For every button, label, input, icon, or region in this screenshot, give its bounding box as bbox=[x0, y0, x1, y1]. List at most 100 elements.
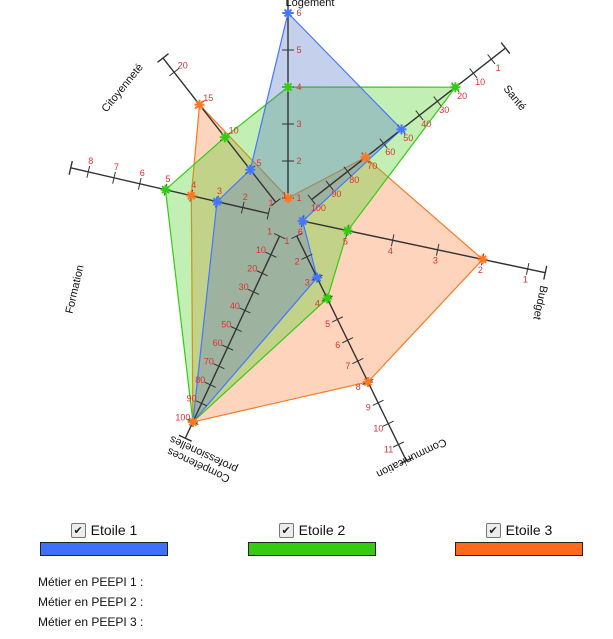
marker-etoile-3-axis-1 bbox=[283, 193, 293, 203]
marker-etoile-1-axis-1 bbox=[283, 8, 293, 18]
metier-peepi-1: Métier en PEEPI 1 : bbox=[38, 575, 144, 589]
axis-7-tick-label-3: 10 bbox=[229, 126, 239, 136]
axis-5-tick-2 bbox=[265, 251, 277, 258]
axis-6-tick-label-6: 6 bbox=[140, 168, 145, 178]
axis-2-tick-11 bbox=[487, 54, 496, 65]
axis-7-tick-label-1: 1 bbox=[282, 191, 287, 201]
axis-line-7 bbox=[162, 57, 277, 203]
axis-title-2: Santé bbox=[501, 83, 528, 113]
marker-etoile-3-axis-4 bbox=[362, 376, 373, 387]
series-area-etoile-3 bbox=[190, 103, 484, 423]
axis-1-tick-label-1: 1 bbox=[296, 193, 301, 203]
axis-5-tick-label-3: 20 bbox=[247, 264, 257, 274]
marker-etoile-1-axis-7 bbox=[245, 164, 256, 175]
axis-5-tick-9 bbox=[204, 381, 216, 388]
axis-2-end-cap bbox=[500, 42, 511, 55]
series-markers bbox=[160, 8, 488, 427]
axis-3-tick-label-3: 4 bbox=[388, 246, 393, 256]
axis-4-tick-7 bbox=[352, 358, 364, 365]
axis-2-tick-label-1: 100 bbox=[311, 203, 326, 213]
series-area-etoile-2 bbox=[164, 86, 457, 424]
axis-5-tick-5 bbox=[239, 307, 251, 314]
metier-peepi-2: Métier en PEEPI 2 : bbox=[38, 595, 144, 609]
axis-7-tick-label-5: 20 bbox=[178, 60, 188, 70]
axis-4-tick-label-8: 8 bbox=[356, 382, 361, 392]
axis-3-tick-label-6: 1 bbox=[523, 275, 528, 285]
etoile-2-checkbox[interactable]: ✔ bbox=[278, 522, 294, 538]
axis-title-5: Compétencesprofessionelles bbox=[162, 433, 239, 486]
axis-title-3: Budget bbox=[530, 284, 549, 321]
axis-5-tick-label-1: 1 bbox=[267, 227, 272, 237]
axis-2-tick-label-11: 1 bbox=[496, 63, 501, 73]
axis-title-6: Formation bbox=[64, 264, 87, 315]
axis-2-tick-label-5: 60 bbox=[385, 147, 395, 157]
axis-5-tick-label-9: 80 bbox=[195, 375, 205, 385]
marker-etoile-1-axis-3 bbox=[297, 216, 308, 227]
axis-1-tick-label-3: 3 bbox=[296, 119, 301, 129]
axis-5-tick-4 bbox=[247, 288, 260, 295]
axis-5-tick-label-4: 30 bbox=[239, 282, 249, 292]
axis-4-tick-label-11: 11 bbox=[384, 444, 393, 454]
axis-5-tick-label-10: 90 bbox=[187, 394, 197, 404]
etoile-3-checkbox[interactable]: ✔ bbox=[485, 522, 501, 538]
axis-2-tick-label-8: 30 bbox=[439, 105, 449, 115]
axis-3-end-cap bbox=[543, 265, 548, 280]
axis-4-tick-10 bbox=[382, 420, 394, 427]
axis-2-tick-1 bbox=[307, 194, 316, 205]
marker-etoile-2-axis-6 bbox=[160, 184, 171, 195]
axis-4-tick-label-4: 4 bbox=[315, 298, 320, 308]
axis-4-end-cap bbox=[399, 456, 413, 465]
marker-etoile-2-axis-7 bbox=[219, 132, 230, 143]
etoile-3-color-swatch bbox=[455, 542, 583, 556]
marker-etoile-3-axis-7 bbox=[194, 99, 205, 110]
axis-6-end-cap bbox=[68, 160, 73, 175]
axis-4-tick-9 bbox=[372, 399, 384, 406]
axis-7-tick-label-4: 15 bbox=[203, 93, 213, 103]
axis-6-tick-label-7: 7 bbox=[114, 162, 119, 172]
axis-5-tick-6 bbox=[230, 326, 242, 333]
axis-2-tick-label-2: 90 bbox=[331, 189, 341, 199]
axis-5-tick-label-7: 60 bbox=[213, 338, 223, 348]
axis-2-tick-10 bbox=[469, 68, 478, 79]
axis-4-tick-5 bbox=[331, 316, 344, 323]
axis-title-1: Logement bbox=[286, 0, 335, 9]
axis-2-tick-label-7: 40 bbox=[421, 119, 431, 129]
marker-etoile-1-axis-6 bbox=[212, 196, 223, 207]
axis-6-tick-label-2: 2 bbox=[243, 192, 248, 202]
axis-4-tick-6 bbox=[342, 337, 354, 344]
marker-etoile-2-axis-1 bbox=[283, 82, 293, 92]
axis-3-tick-label-1: 6 bbox=[298, 227, 303, 237]
marker-etoile-1-axis-2 bbox=[396, 124, 407, 135]
axis-2-tick-5 bbox=[379, 138, 388, 149]
axis-5-tick-label-11: 100 bbox=[175, 412, 190, 422]
series-polygons bbox=[164, 11, 484, 424]
axis-line-5 bbox=[184, 235, 281, 439]
axis-4-tick-2 bbox=[301, 253, 313, 260]
axis-6-tick-label-5: 5 bbox=[165, 174, 170, 184]
marker-etoile-3-axis-6 bbox=[186, 190, 197, 201]
axis-3-tick-label-4: 3 bbox=[433, 256, 438, 266]
axis-7-tick-label-2: 5 bbox=[256, 158, 261, 168]
marker-etoile-2-axis-4 bbox=[322, 293, 333, 304]
axis-6-tick-label-4: 4 bbox=[191, 180, 196, 190]
axis-6-tick-label-1: 1 bbox=[268, 198, 273, 208]
legend-etoile-1: ✔ Etoile 1 bbox=[40, 521, 168, 556]
axis-title-7: Citoyenneté bbox=[100, 62, 146, 115]
axis-3-tick-4 bbox=[435, 243, 440, 256]
axis-4-tick-label-6: 6 bbox=[335, 340, 340, 350]
etoile-1-checkbox[interactable]: ✔ bbox=[70, 522, 86, 538]
marker-etoile-1-axis-4 bbox=[312, 272, 323, 283]
axis-5-tick-10 bbox=[195, 400, 208, 407]
axis-title-4: Communication bbox=[374, 436, 448, 480]
axis-6-tick-2 bbox=[240, 201, 245, 214]
axis-2-tick-label-10: 10 bbox=[475, 77, 485, 87]
axis-4-tick-label-2: 2 bbox=[295, 257, 300, 267]
axis-7-tick-1 bbox=[270, 198, 281, 207]
axis-4-tick-label-1: 1 bbox=[284, 236, 289, 246]
axis-3-tick-label-2: 5 bbox=[343, 236, 348, 246]
axis-5-tick-1 bbox=[273, 233, 286, 240]
axis-6-tick-label-3: 3 bbox=[217, 186, 222, 196]
axis-4-tick-label-10: 10 bbox=[373, 424, 383, 434]
axis-4-tick-label-3: 3 bbox=[305, 278, 310, 288]
axis-1-tick-label-6: 6 bbox=[296, 8, 301, 18]
